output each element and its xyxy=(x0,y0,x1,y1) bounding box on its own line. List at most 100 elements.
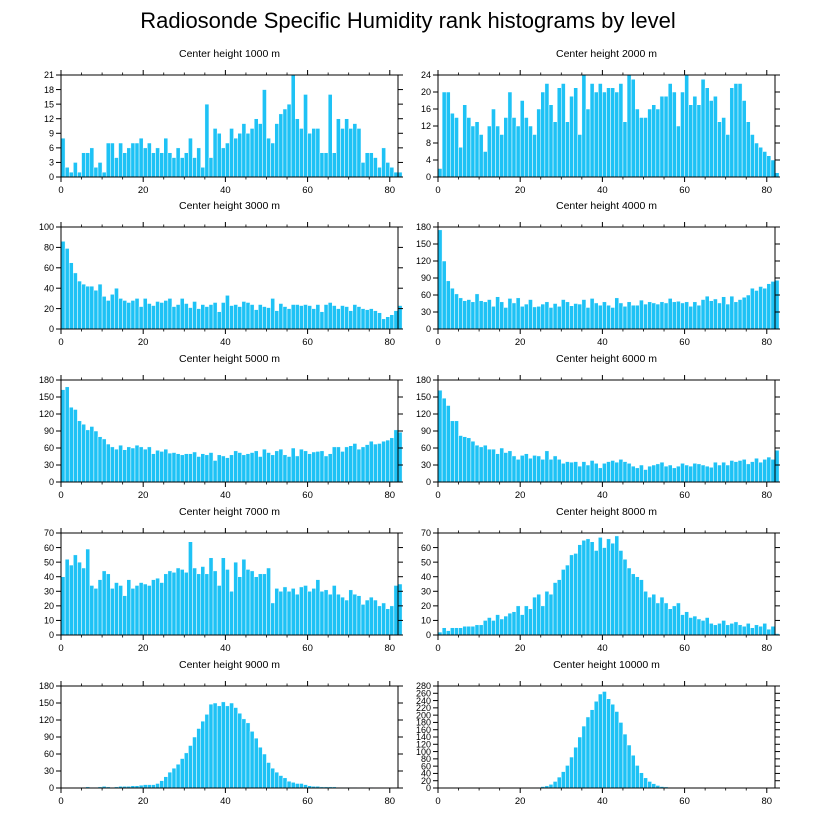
histogram-bar xyxy=(766,456,772,483)
histogram-bar xyxy=(274,310,280,330)
histogram-bar xyxy=(184,572,189,636)
histogram-bar xyxy=(737,624,743,636)
histogram-bar xyxy=(171,306,177,330)
histogram-bar xyxy=(684,74,689,178)
histogram-bar xyxy=(462,300,468,330)
histogram-bar xyxy=(552,455,558,483)
histogram-bar xyxy=(639,772,644,789)
histogram-bar xyxy=(101,438,107,483)
histogram-bar xyxy=(241,558,247,636)
histogram-bar xyxy=(151,305,156,330)
histogram-bar xyxy=(639,464,644,483)
histogram-bar xyxy=(331,152,337,178)
histogram-bar xyxy=(373,310,378,330)
histogram-bar xyxy=(229,305,234,330)
histogram-bar xyxy=(245,722,251,789)
histogram-bar xyxy=(466,117,472,178)
histogram-bar xyxy=(462,104,468,178)
histogram-bar xyxy=(167,570,173,636)
histogram-bar xyxy=(229,591,234,636)
histogram-bar xyxy=(745,294,751,330)
x-tick-label: 40 xyxy=(597,796,608,807)
histogram-bar xyxy=(663,302,669,330)
histogram-bar xyxy=(229,454,234,483)
y-tick-label: 0 xyxy=(426,783,431,793)
histogram-bar xyxy=(598,304,603,330)
y-tick-label: 0 xyxy=(426,324,431,334)
histogram-bar xyxy=(532,596,537,636)
histogram-bar xyxy=(381,147,386,178)
histogram-bar xyxy=(315,304,321,330)
histogram-bar xyxy=(368,440,374,483)
x-tick-label: 0 xyxy=(435,185,440,196)
histogram-bar xyxy=(540,91,546,178)
x-tick-label: 0 xyxy=(58,337,63,348)
histogram-bar xyxy=(676,300,681,330)
histogram-bar xyxy=(585,716,591,789)
histogram-bar xyxy=(598,83,603,178)
histogram-bar xyxy=(122,152,128,178)
histogram-bar xyxy=(311,588,317,636)
histogram-bar xyxy=(237,576,243,636)
histogram-bar xyxy=(458,297,463,330)
histogram-bar xyxy=(532,306,537,330)
y-tick-label: 160 xyxy=(416,725,431,735)
histogram-bar xyxy=(704,465,710,483)
histogram-bar xyxy=(147,585,152,636)
histogram-bar xyxy=(561,463,566,483)
histogram-bar xyxy=(81,423,86,483)
histogram-bar xyxy=(643,777,648,789)
histogram-bar xyxy=(524,117,529,178)
histogram-bar xyxy=(750,627,755,636)
histogram-bar xyxy=(450,627,455,636)
histogram-bar xyxy=(618,302,624,330)
y-tick-label: 0 xyxy=(426,172,431,182)
y-tick-label: 60 xyxy=(421,543,431,553)
histogram-bar xyxy=(134,444,140,483)
histogram-bar xyxy=(602,547,607,636)
histogram-bar xyxy=(344,446,349,483)
histogram-bar xyxy=(253,450,259,483)
histogram-bar xyxy=(188,307,193,330)
histogram-bar xyxy=(282,108,288,178)
histogram-bar xyxy=(340,451,345,483)
histogram-bar xyxy=(249,452,255,483)
histogram-bar xyxy=(700,464,706,483)
histogram-bar xyxy=(393,585,399,636)
y-tick-label: 60 xyxy=(44,749,54,759)
histogram-bar xyxy=(762,287,768,330)
histogram-bar xyxy=(445,405,451,483)
histogram-bar xyxy=(552,303,558,330)
histogram-bar xyxy=(585,307,591,330)
histogram-bar xyxy=(528,125,533,178)
histogram-bar xyxy=(147,142,152,178)
histogram-bar xyxy=(233,137,238,178)
histogram-bar xyxy=(647,301,652,330)
histogram-bar xyxy=(381,318,386,330)
histogram-bar xyxy=(85,285,91,330)
histogram-bar xyxy=(593,91,599,178)
histogram-bar xyxy=(565,461,570,483)
y-tick-label: 280 xyxy=(416,681,431,691)
histogram-bar xyxy=(204,454,210,483)
histogram-bar xyxy=(262,89,267,178)
histogram-bar xyxy=(688,617,694,636)
histogram-bar xyxy=(389,167,395,178)
histogram-bar xyxy=(282,777,288,789)
y-tick-label: 240 xyxy=(416,696,431,706)
histogram-bar xyxy=(303,94,308,178)
histogram-bar xyxy=(105,443,111,483)
x-tick-label: 0 xyxy=(58,643,63,654)
histogram-bar xyxy=(454,117,459,178)
histogram-bar xyxy=(713,624,718,636)
histogram-bar xyxy=(499,134,505,178)
histogram-bar xyxy=(258,304,263,330)
histogram-bar xyxy=(233,450,238,483)
histogram-bar xyxy=(89,426,95,483)
histogram-bar xyxy=(544,301,550,330)
histogram-bar xyxy=(437,229,443,330)
x-tick-label: 0 xyxy=(435,490,440,501)
histogram-bar xyxy=(151,784,156,789)
panel-3: Center height 3000 m 0 20 40 60 80 0 20 40 60 80 10… xyxy=(39,200,403,348)
histogram-bar xyxy=(511,611,517,636)
